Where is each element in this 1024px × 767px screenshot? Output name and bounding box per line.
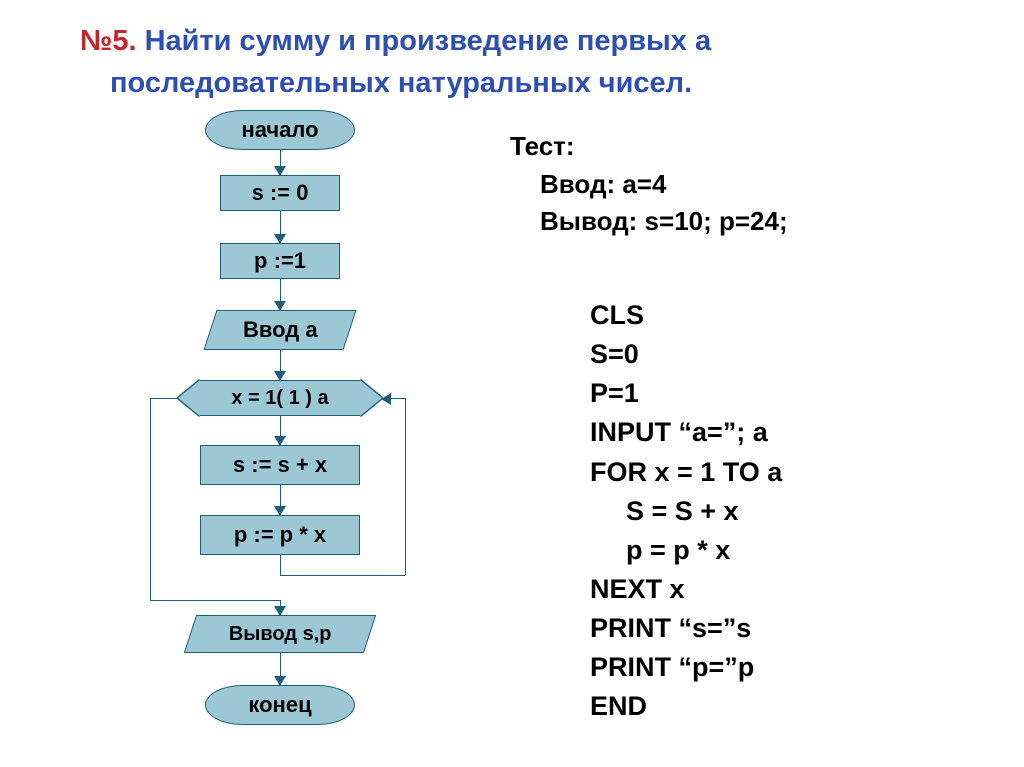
arrow [280, 350, 281, 380]
node-end-label: конец [248, 692, 311, 718]
arrow [280, 211, 281, 243]
title-line1: Найти сумму и произведение первых а [137, 25, 712, 57]
node-ppx: p := p * x [200, 515, 360, 555]
node-output-label: Вывод s,p [229, 623, 332, 646]
node-start-label: начало [241, 117, 318, 143]
node-ppx-label: p := p * x [234, 522, 326, 548]
test-heading: Тест: [510, 128, 788, 166]
line [150, 398, 178, 399]
arrow [280, 600, 281, 615]
flowchart: начало s := 0 p :=1 Ввод a x = 1( 1 ) a … [130, 110, 430, 760]
code-block: CLS S=0 P=1 INPUT “a=”; a FOR x = 1 TO a… [590, 296, 782, 727]
code-line: p = p * x [590, 531, 782, 570]
node-output: Вывод s,p [184, 615, 376, 653]
node-input-a-label: Ввод a [243, 317, 318, 343]
line [280, 575, 405, 576]
title-line2: последовательных натуральных чисел. [80, 67, 692, 99]
node-loop: x = 1( 1 ) a [178, 380, 382, 416]
code-line: CLS [590, 296, 782, 335]
arrow [280, 150, 281, 175]
test-input: Ввод: a=4 [510, 166, 788, 204]
code-line: NEXT x [590, 570, 782, 609]
code-line: S=0 [590, 335, 782, 374]
node-end: конец [205, 685, 355, 725]
arrow [280, 653, 281, 685]
test-block: Тест: Ввод: a=4 Вывод: s=10; p=24; [510, 128, 788, 241]
node-p1-label: p :=1 [254, 248, 306, 274]
node-loop-label: x = 1( 1 ) a [231, 387, 328, 410]
node-p1: p :=1 [220, 243, 340, 279]
test-output: Вывод: s=10; p=24; [510, 203, 788, 241]
code-line: P=1 [590, 374, 782, 413]
node-ssx: s := s + x [200, 445, 360, 485]
arrow [280, 416, 281, 445]
code-line: PRINT “s=”s [590, 609, 782, 648]
node-ssx-label: s := s + x [233, 452, 327, 478]
slide-title: №5. Найти сумму и произведение первых а … [80, 20, 984, 104]
code-line: PRINT “p=”p [590, 648, 782, 687]
node-s0-label: s := 0 [252, 180, 309, 206]
code-line: END [590, 687, 782, 726]
arrow [280, 485, 281, 515]
arrow [280, 279, 281, 310]
code-line: S = S + x [590, 492, 782, 531]
line [280, 555, 281, 575]
node-start: начало [205, 110, 355, 150]
line [150, 398, 151, 600]
code-line: INPUT “a=”; a [590, 413, 782, 452]
title-number: №5. [80, 25, 137, 57]
code-line: FOR x = 1 TO a [590, 453, 782, 492]
arrow-loopback [382, 398, 406, 399]
node-s0: s := 0 [220, 175, 340, 211]
line [405, 398, 406, 575]
line [150, 600, 280, 601]
node-input-a: Ввод a [204, 310, 357, 350]
